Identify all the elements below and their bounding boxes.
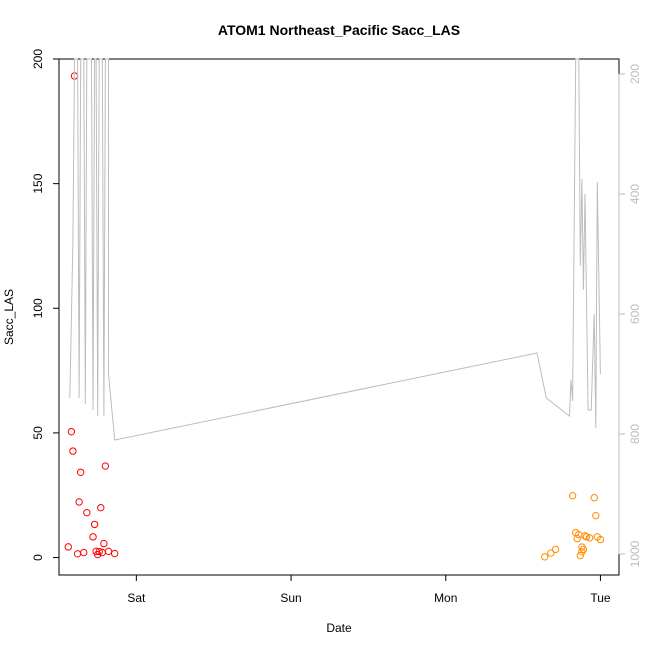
y-tick-label: 100 — [31, 298, 45, 318]
y-axis: 0 50 100 150 200 — [31, 49, 60, 561]
y-tick-label: 200 — [31, 49, 45, 69]
data-point-series-2 — [590, 494, 598, 502]
depth-line — [69, 58, 601, 441]
data-point-series-2 — [551, 545, 560, 554]
y-tick-label: 0 — [31, 554, 45, 561]
right-tick-label: 800 — [628, 424, 642, 444]
y-axis-label: Sacc_LAS — [2, 289, 16, 345]
right-tick-label: 400 — [628, 184, 642, 204]
x-tick-label: Sun — [280, 591, 301, 605]
data-point-series-2 — [581, 532, 589, 540]
data-point-series-1 — [75, 498, 83, 506]
y-tick-label: 50 — [31, 426, 45, 440]
data-point-series-1 — [64, 543, 72, 551]
data-point-series-1 — [83, 508, 91, 517]
data-point-series-1 — [104, 547, 113, 556]
x-axis: Sat Sun Mon Tue — [127, 574, 611, 605]
data-point-series-2 — [582, 533, 591, 541]
data-point-series-2 — [547, 549, 555, 557]
data-point-series-1 — [89, 533, 97, 541]
right-tick-label: 200 — [628, 64, 642, 84]
data-point-series-1 — [100, 539, 108, 548]
data-point-series-1 — [110, 549, 119, 558]
data-point-series-1 — [73, 550, 82, 558]
data-point-series-1 — [101, 462, 110, 470]
data-point-series-1 — [69, 447, 77, 455]
x-axis-label: Date — [326, 621, 352, 635]
data-point-series-2 — [573, 534, 581, 543]
x-tick-label: Mon — [434, 591, 457, 605]
data-point-series-2 — [579, 545, 588, 554]
data-point-series-1 — [67, 427, 76, 436]
data-point-series-2 — [585, 534, 594, 542]
data-point-series-1 — [95, 547, 103, 556]
data-point-series-1 — [97, 503, 105, 512]
right-tick-label: 600 — [628, 304, 642, 324]
x-tick-label: Tue — [590, 591, 611, 605]
right-tick-label: 1000 — [628, 540, 642, 567]
series-layer — [64, 58, 605, 561]
data-point-series-1 — [76, 468, 85, 476]
data-point-series-2 — [592, 511, 600, 520]
chart-title: ATOM1 Northeast_Pacific Sacc_LAS — [218, 22, 460, 38]
data-point-series-2 — [596, 535, 605, 544]
plot-frame — [58, 58, 620, 576]
x-tick-label: Sat — [127, 591, 146, 605]
data-point-series-2 — [578, 543, 586, 551]
y-tick-label: 150 — [31, 173, 45, 193]
data-point-series-1 — [90, 520, 99, 529]
right-axis: 200 400 600 800 1000 — [618, 64, 642, 567]
data-point-series-2 — [541, 553, 549, 561]
data-point-series-2 — [576, 551, 585, 560]
data-point-series-1 — [80, 548, 88, 557]
data-point-series-2 — [568, 492, 577, 500]
